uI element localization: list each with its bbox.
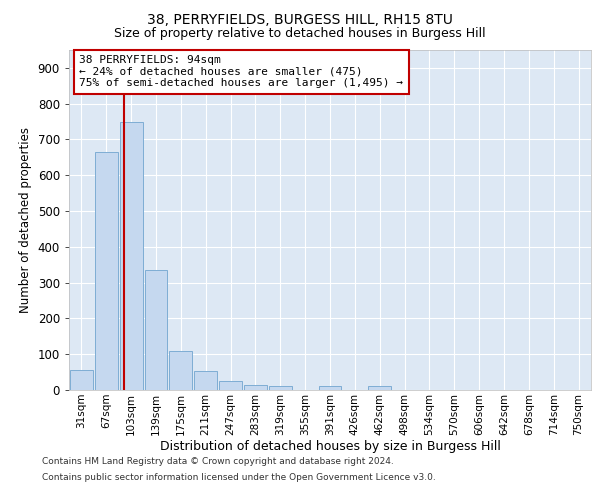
Bar xyxy=(319,386,341,390)
Bar xyxy=(244,384,267,390)
Text: Contains HM Land Registry data © Crown copyright and database right 2024.: Contains HM Land Registry data © Crown c… xyxy=(42,458,394,466)
Text: Size of property relative to detached houses in Burgess Hill: Size of property relative to detached ho… xyxy=(114,28,486,40)
Text: 38, PERRYFIELDS, BURGESS HILL, RH15 8TU: 38, PERRYFIELDS, BURGESS HILL, RH15 8TU xyxy=(147,12,453,26)
Bar xyxy=(70,370,93,390)
Bar xyxy=(219,381,242,390)
Text: 38 PERRYFIELDS: 94sqm
← 24% of detached houses are smaller (475)
75% of semi-det: 38 PERRYFIELDS: 94sqm ← 24% of detached … xyxy=(79,55,403,88)
Bar xyxy=(368,386,391,390)
Bar xyxy=(145,270,167,390)
Bar xyxy=(120,122,143,390)
X-axis label: Distribution of detached houses by size in Burgess Hill: Distribution of detached houses by size … xyxy=(160,440,500,454)
Bar xyxy=(95,152,118,390)
Bar xyxy=(169,352,192,390)
Bar xyxy=(194,372,217,390)
Y-axis label: Number of detached properties: Number of detached properties xyxy=(19,127,32,313)
Bar xyxy=(269,386,292,390)
Text: Contains public sector information licensed under the Open Government Licence v3: Contains public sector information licen… xyxy=(42,472,436,482)
